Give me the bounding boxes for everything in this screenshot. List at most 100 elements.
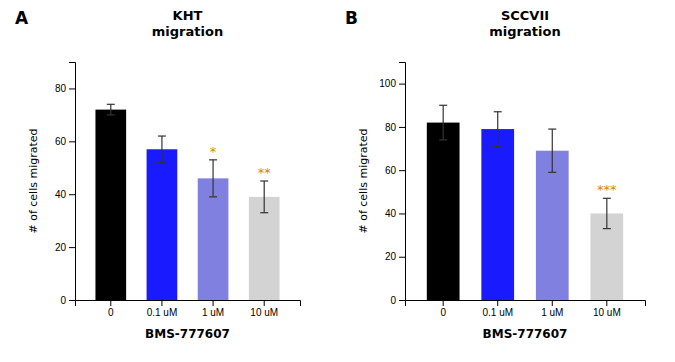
error-bar-stem — [161, 136, 162, 162]
tick-label: 20 — [385, 251, 397, 262]
significance-label: * — [210, 144, 217, 159]
error-bar-cap — [107, 114, 115, 115]
significance-label: *** — [597, 182, 617, 197]
error-bar-cap — [209, 159, 217, 160]
tick: 20 — [55, 242, 75, 253]
axis-line — [69, 63, 76, 301]
tick-mark — [213, 300, 214, 306]
tick-label: 1 uM — [202, 307, 224, 318]
error-bar — [209, 160, 217, 197]
tick-mark — [399, 84, 405, 85]
axis-line — [399, 63, 406, 301]
y-axis-label: # of cells migrated — [357, 128, 370, 233]
tick-mark — [161, 300, 162, 306]
bar — [536, 151, 569, 300]
tick-label: 40 — [385, 208, 397, 219]
tick-mark — [69, 141, 75, 142]
error-bar — [494, 112, 502, 147]
tick: 0 — [440, 300, 446, 318]
error-bar — [158, 136, 166, 162]
tick-mark — [399, 170, 405, 171]
tick: 40 — [385, 208, 405, 219]
tick-mark — [110, 300, 111, 306]
y-axis: 0 20 40 60 80 100 — [379, 63, 405, 306]
x-axis-label: BMS-777607 — [483, 327, 568, 341]
tick-label: 80 — [55, 83, 67, 94]
error-bar — [439, 105, 447, 140]
tick-label: 0 — [390, 295, 396, 306]
error-bar-cap — [439, 105, 447, 106]
tick: 10 uM — [593, 300, 621, 318]
tick: 20 — [385, 251, 405, 262]
error-bar-stem — [443, 105, 444, 140]
tick: 0 — [108, 300, 114, 318]
panel-label: B — [345, 8, 358, 28]
error-bar-cap — [158, 162, 166, 163]
error-bar-stem — [212, 160, 213, 197]
tick-label: 40 — [55, 189, 67, 200]
axis-line — [406, 301, 646, 307]
tick: 40 — [55, 189, 75, 200]
tick: 80 — [385, 122, 405, 133]
tick-label: 60 — [385, 165, 397, 176]
bar — [427, 123, 460, 300]
error-bar-stem — [606, 198, 607, 228]
tick-label: 0 — [108, 307, 114, 318]
error-bar — [548, 129, 556, 172]
tick-label: 1 uM — [541, 307, 563, 318]
error-bar-cap — [548, 172, 556, 173]
error-bar-cap — [603, 198, 611, 199]
tick-mark — [69, 88, 75, 89]
tick-label: 0.1 uM — [147, 307, 178, 318]
panel: ***02040608000.1 uM1 uM10 uMBMS-777607# … — [15, 8, 301, 341]
error-bar-cap — [603, 228, 611, 229]
error-bar-stem — [497, 112, 498, 147]
tick-label: 0 — [60, 295, 66, 306]
error-bar-stem — [552, 129, 553, 172]
tick: 0.1 uM — [147, 300, 178, 318]
error-bar-cap — [548, 128, 556, 129]
x-axis: 0 0.1 uM 1 uM 10 uM — [406, 300, 646, 318]
plot-area — [427, 105, 623, 300]
bar — [481, 129, 514, 300]
tick-mark — [399, 213, 405, 214]
error-bar-stem — [110, 104, 111, 115]
tick-mark — [606, 300, 607, 306]
axis-line — [76, 301, 301, 307]
tick: 80 — [55, 83, 75, 94]
error-bar-cap — [260, 180, 268, 181]
panel-label: A — [15, 8, 29, 28]
tick: 0 — [390, 295, 405, 306]
bar — [198, 178, 229, 300]
error-bar-cap — [158, 135, 166, 136]
panel: *** 0 20 40 60 80 100 0 0.1 uM 1 uM 10 uM BMS-77760… — [345, 8, 646, 341]
tick-mark — [399, 300, 405, 301]
error-bar — [260, 181, 268, 213]
tick-label: 0 — [440, 307, 446, 318]
tick: 0 — [60, 295, 75, 306]
tick-label: 10 uM — [593, 307, 621, 318]
tick: 10 uM — [250, 300, 278, 318]
title: SCCVIImigration — [489, 8, 560, 39]
tick-label: 80 — [385, 122, 397, 133]
tick-mark — [399, 127, 405, 128]
tick: 60 — [385, 165, 405, 176]
tick-label: 100 — [379, 78, 396, 89]
plot-area — [95, 104, 279, 300]
tick-label: 60 — [55, 136, 67, 147]
error-bar-cap — [494, 146, 502, 147]
figure: ***02040608000.1 uM1 uM10 uMBMS-777607# … — [0, 0, 675, 362]
y-axis-label: # of cells migrated — [27, 128, 40, 233]
tick-mark — [69, 194, 75, 195]
tick: 60 — [55, 136, 75, 147]
error-bar-cap — [439, 139, 447, 140]
error-bar-cap — [494, 111, 502, 112]
x-axis: 0 0.1 uM 1 uM 10 uM — [76, 300, 301, 318]
significance-label: ** — [258, 165, 272, 180]
tick-label: 0.1 uM — [482, 307, 513, 318]
error-bar-stem — [264, 181, 265, 213]
tick-mark — [497, 300, 498, 306]
tick-label: 20 — [55, 242, 67, 253]
error-bar-cap — [209, 196, 217, 197]
error-bar-cap — [107, 104, 115, 105]
